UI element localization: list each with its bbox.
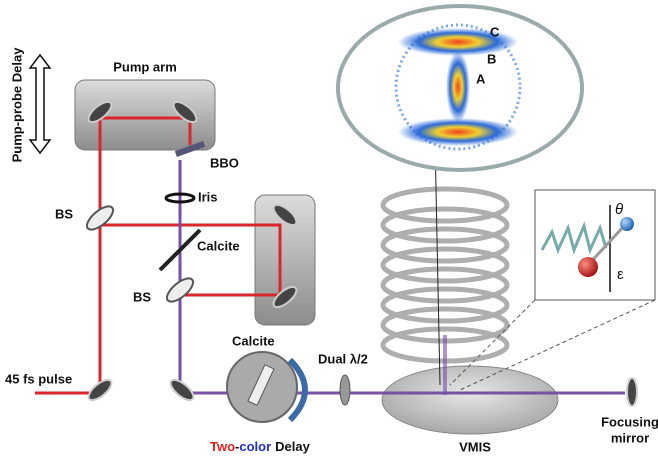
label: VMIS: [459, 439, 491, 454]
label: Dual λ/2: [318, 351, 368, 366]
label: mirror: [611, 430, 649, 445]
label: B: [487, 51, 496, 66]
label: θ: [615, 201, 623, 218]
label-part: Two: [210, 439, 235, 454]
label: ε: [617, 266, 624, 283]
label: Calcite: [232, 333, 275, 348]
label: 45 fs pulse: [5, 371, 72, 386]
label: Iris: [198, 189, 218, 204]
setup-diagram: Pump-probe Delay Pump arm BBO Iris BS Ca…: [0, 0, 658, 460]
atom-red: [578, 257, 598, 277]
label: BBO: [210, 155, 239, 170]
label: Pump arm: [113, 59, 177, 74]
label: Focusing: [601, 414, 658, 429]
label-part: Delay: [275, 439, 310, 454]
delay-arrow: [30, 55, 50, 153]
dual-waveplate: [340, 375, 350, 405]
inset: [535, 190, 655, 300]
label: A: [476, 71, 486, 86]
label: C: [490, 24, 500, 39]
label: BS: [133, 289, 151, 304]
vmis-detector: [382, 366, 558, 434]
atom-blue: [620, 217, 634, 231]
red-beam: [35, 118, 190, 393]
label-part: color: [239, 439, 271, 454]
label: Pump-probe Delay: [9, 47, 24, 163]
label: Calcite: [197, 238, 240, 253]
label: BS: [55, 206, 73, 221]
